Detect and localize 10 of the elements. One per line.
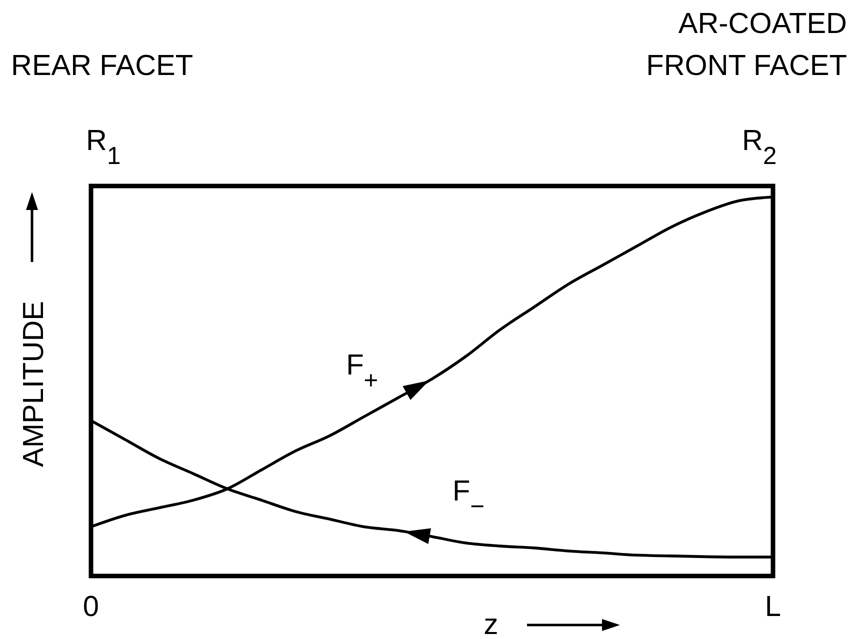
text: R$_{1}$ xyxy=(86,125,121,170)
x-tick-label: 0 xyxy=(82,591,100,623)
x-axis-title: z xyxy=(484,609,498,639)
y-axis-title: AMPLITUDE xyxy=(18,301,50,467)
text: AR-COATED FRONT FACET xyxy=(646,8,848,82)
text: R$_{2}$ xyxy=(742,125,777,170)
text: REAR FACET xyxy=(11,50,194,82)
series-label: F$_{−}$ xyxy=(452,475,485,520)
x-tick-label: L xyxy=(764,591,782,623)
legend-label: F$_{+}$ xyxy=(346,350,378,394)
